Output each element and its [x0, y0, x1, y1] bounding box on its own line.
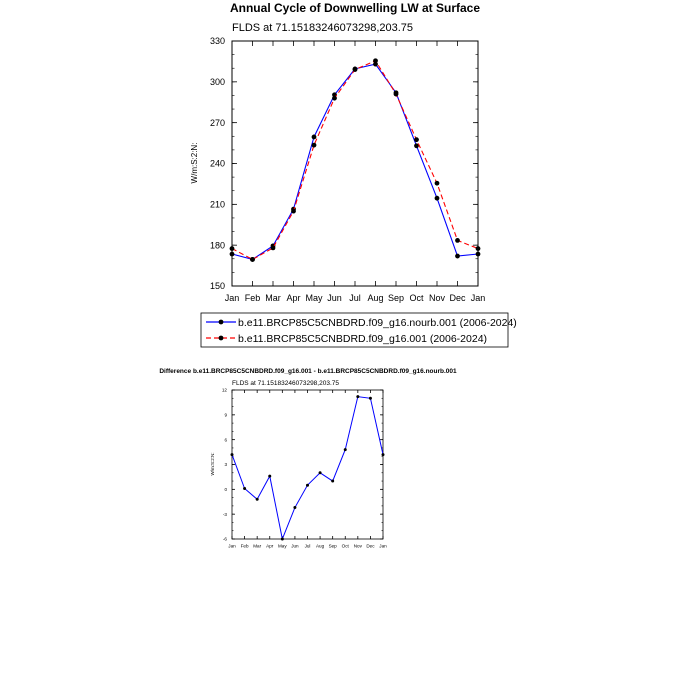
chart1-xtick-label: Jan	[225, 293, 240, 303]
chart2-title: Difference b.e11.BRCP85C5CNBDRD.f09_g16.…	[159, 368, 457, 375]
chart2-ylabel: W/m:S:2:N:	[210, 452, 215, 475]
chart1-series-1-point	[229, 251, 235, 257]
chart2-ytick-label: 9	[224, 412, 227, 417]
chart2-xtick-label: Mar	[253, 544, 261, 549]
chart1-ytick-label: 150	[210, 281, 225, 291]
chart1-series-2-point	[229, 246, 235, 251]
chart1-series-1-point	[373, 61, 378, 67]
legend-label-series1: b.e11.BRCP85C5CNBDRD.f09_g16.nourb.001 (…	[238, 317, 517, 329]
chart2-ytick-label: -3	[223, 512, 228, 517]
chart2-xtick-label: Feb	[241, 544, 249, 549]
chart2-xtick-label: Apr	[266, 544, 274, 549]
chart2-series-1-point	[368, 396, 372, 400]
chart1-series-2-point	[250, 257, 255, 262]
chart1-ytick-label: 330	[210, 36, 225, 46]
chart2-xtick-label: Jul	[305, 544, 311, 549]
chart1-series-2-point	[311, 142, 317, 148]
chart2-series-1-point	[230, 453, 234, 457]
chart1-ytick-label: 180	[210, 240, 225, 250]
chart1-ylabel: W/m:S:2:N:	[190, 143, 199, 184]
chart1-xtick-label: Jul	[349, 293, 361, 303]
chart2-ytick-label: 3	[224, 462, 227, 467]
chart2-subtitle: FLDS at 71.15183246073298,203.75	[232, 380, 339, 387]
chart2-xtick-label: Sep	[329, 544, 338, 549]
chart1-xtick-label: Jun	[327, 293, 342, 303]
chart1-series-2-point	[332, 95, 337, 101]
chart1-xtick-label: Jan	[471, 293, 486, 303]
chart2-series-1-point	[293, 506, 297, 510]
chart2-ytick-label: 0	[224, 487, 227, 492]
chart2-series-1-point	[255, 497, 259, 501]
chart1-ytick-label: 270	[210, 118, 225, 128]
chart1-xtick-label: Feb	[245, 293, 261, 303]
chart2-xtick-label: Oct	[342, 544, 350, 549]
chart1-series-2-point	[270, 245, 276, 251]
chart2-xtick-label: Aug	[316, 544, 325, 549]
chart2-ytick-label: -6	[223, 537, 228, 542]
chart1-ytick-label: 210	[210, 199, 225, 209]
chart1-series-2-point	[434, 180, 440, 186]
chart1-series-2-point	[475, 246, 481, 251]
difference-chart: Difference b.e11.BRCP85C5CNBDRD.f09_g16.…	[159, 368, 457, 549]
chart1-ytick-label: 240	[210, 159, 225, 169]
chart2-xtick-label: Jan	[379, 544, 387, 549]
chart1-series-1-point	[434, 195, 440, 201]
legend-marker-series1	[218, 319, 224, 325]
chart1-series-2-point	[414, 137, 419, 143]
chart2-xtick-label: May	[278, 544, 287, 549]
chart2-xtick-label: Jan	[228, 544, 236, 549]
chart1-xtick-label: Mar	[265, 293, 281, 303]
chart2-series-1-point	[381, 453, 385, 457]
chart1-xtick-label: May	[305, 293, 323, 303]
chart1-title: Annual Cycle of Downwelling LW at Surfac…	[230, 1, 480, 15]
chart2-ytick-label: 12	[222, 388, 228, 393]
chart2-series-1-point	[280, 537, 284, 541]
chart1-series-2-point	[393, 91, 399, 97]
chart1-series-2-point	[373, 58, 378, 64]
legend-marker-series2	[218, 335, 224, 341]
chart2-series-1-point	[306, 483, 309, 487]
chart1-xtick-label: Sep	[388, 293, 404, 303]
chart1-legend: b.e11.BRCP85C5CNBDRD.f09_g16.nourb.001 (…	[200, 312, 517, 348]
chart1-xtick-label: Apr	[286, 293, 300, 303]
chart2-ytick-label: 6	[224, 437, 227, 442]
chart1-series-1-point	[475, 251, 481, 257]
chart2-series-1-point	[318, 471, 322, 475]
chart1-ytick-label: 300	[210, 77, 225, 87]
chart1-series-1-point	[311, 134, 317, 140]
chart2-xtick-label: Jun	[291, 544, 299, 549]
chart1-series-1-point	[414, 143, 419, 149]
chart2-series-1-point	[243, 487, 247, 491]
chart1-series-1-point	[455, 253, 460, 259]
chart1-xtick-label: Aug	[367, 293, 383, 303]
chart2-series-1-point	[343, 448, 347, 452]
chart2-series-1-point	[331, 479, 335, 483]
chart1-subtitle: FLDS at 71.15183246073298,203.75	[232, 22, 413, 34]
chart1-xtick-label: Dec	[449, 293, 466, 303]
chart1-xtick-label: Nov	[429, 293, 446, 303]
annual-cycle-chart: Annual Cycle of Downwelling LW at Surfac…	[190, 1, 517, 348]
legend-label-series2: b.e11.BRCP85C5CNBDRD.f09_g16.001 (2006-2…	[238, 333, 487, 345]
chart1-series-2-point	[291, 208, 296, 214]
chart2-series-1-point	[356, 395, 360, 399]
chart2-xtick-label: Dec	[366, 544, 375, 549]
chart1-series-2-point	[455, 238, 460, 243]
chart2-xtick-label: Nov	[354, 544, 363, 549]
chart1-xtick-label: Oct	[409, 293, 424, 303]
chart2-series-1-point	[268, 474, 272, 478]
chart1-series-2-point	[352, 67, 358, 72]
